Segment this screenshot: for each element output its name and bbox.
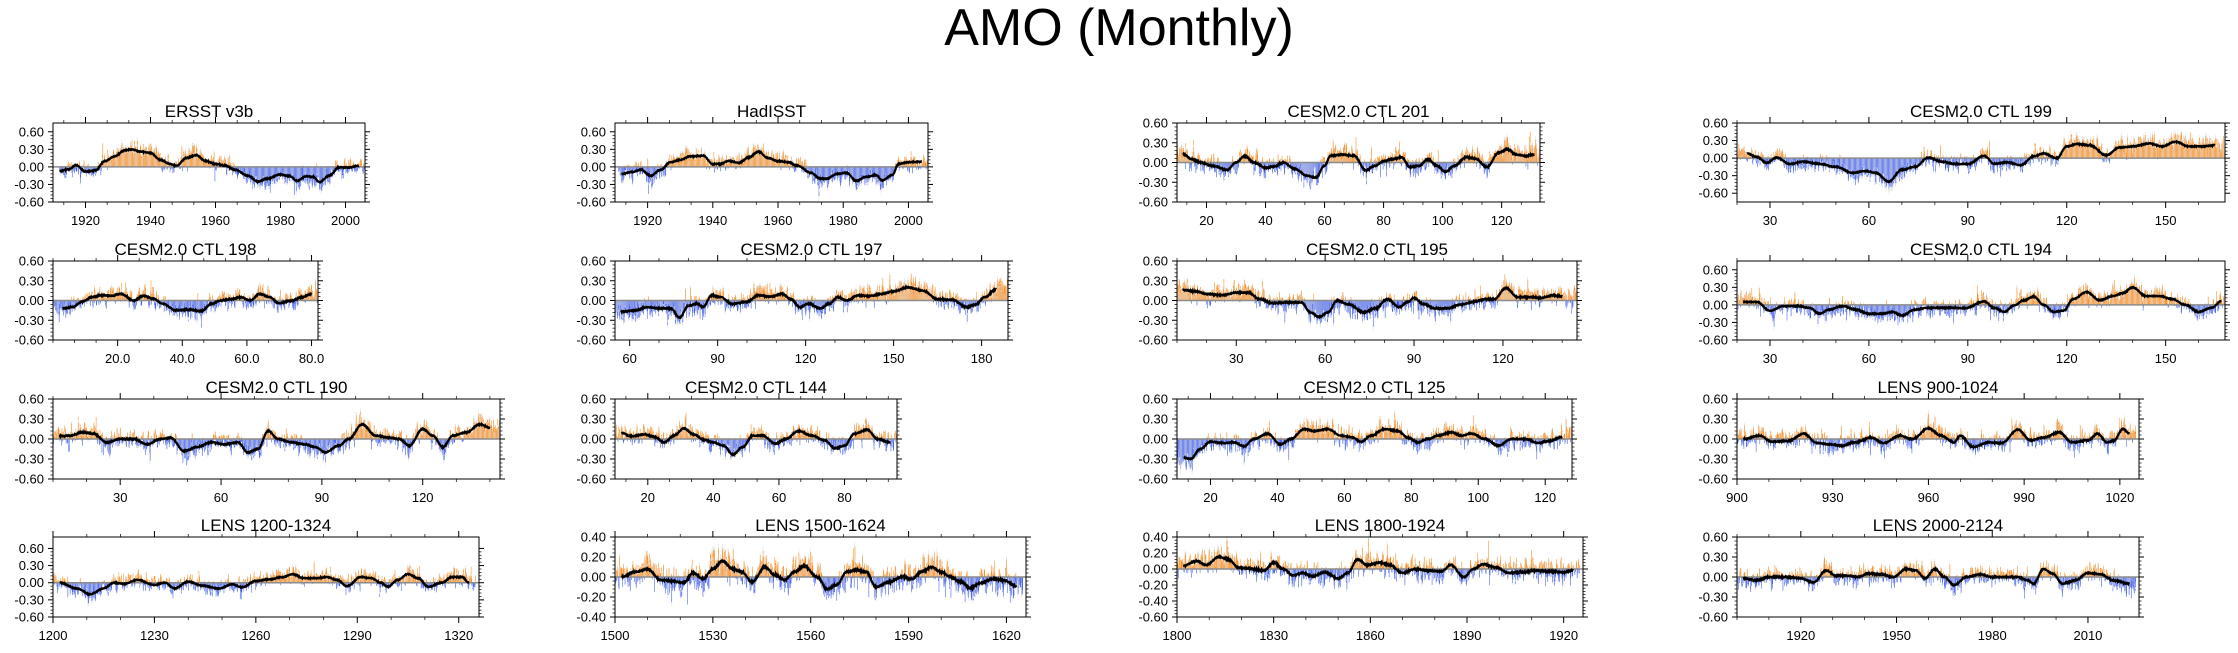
panel-0: -0.60 -0.30 0.00 0.30 0.60 1920 1940 1960 1980 20… [14, 102, 370, 228]
monthly-bar [1371, 148, 1372, 163]
y-tick-label: -0.30 [576, 177, 606, 192]
monthly-bar [348, 160, 349, 167]
monthly-bar [1380, 163, 1381, 178]
monthly-bar [1278, 154, 1279, 162]
x-tick-label: 1920 [633, 213, 662, 228]
monthly-bar [926, 162, 927, 167]
monthly-bar [1387, 163, 1388, 171]
panel-title: ERSST v3b [165, 102, 254, 121]
x-tick-label: 1960 [764, 213, 793, 228]
monthly-bar [1284, 163, 1285, 175]
y-tick-label: 0.30 [581, 142, 606, 157]
monthly-bar [1393, 163, 1394, 170]
monthly-bar [1324, 157, 1325, 162]
monthly-bar [1196, 163, 1197, 170]
monthly-bar [1211, 155, 1212, 163]
monthly-bar [633, 167, 634, 181]
monthly-bar [1262, 157, 1263, 163]
monthly-bar [909, 167, 910, 173]
monthly-bar [361, 159, 362, 167]
panel-2: -0.60-0.300.000.300.6020 40 60 80 100 120CESM… [1138, 102, 1545, 228]
monthly-bar [1189, 163, 1190, 172]
y-tick-label: 0.60 [581, 124, 606, 139]
bars [60, 138, 366, 199]
monthly-bar [143, 144, 144, 167]
panel-1: -0.60 -0.30 0.00 0.30 0.60 1920 1940 1960 1980 20… [576, 102, 933, 228]
monthly-bar [1379, 156, 1380, 162]
y-tick-label: 0.30 [19, 142, 44, 157]
x-tick-label: 1980 [829, 213, 858, 228]
x-tick-label: 1980 [266, 213, 295, 228]
monthly-bar [1287, 156, 1288, 163]
monthly-bar [1208, 157, 1209, 163]
monthly-bar [912, 167, 913, 173]
monthly-bar [661, 167, 662, 177]
y-tick-label: -0.60 [14, 195, 44, 210]
panel-title: HadISST [737, 102, 806, 121]
monthly-bar [1354, 157, 1355, 162]
monthly-bar [1353, 163, 1354, 170]
figure-canvas: -0.60 -0.30 0.00 0.30 0.60 1920 1940 1960 1980 20… [0, 0, 2238, 653]
monthly-bar [1266, 163, 1267, 179]
y-tick-label: 0.60 [19, 124, 44, 139]
monthly-bar [802, 161, 803, 166]
monthly-bar [648, 159, 649, 167]
monthly-bar [1378, 157, 1379, 162]
monthly-bar [162, 167, 163, 172]
bars [618, 143, 928, 201]
y-tick-label: -0.60 [576, 195, 606, 210]
monthly-bar [84, 161, 85, 167]
x-tick-label: 2000 [894, 213, 923, 228]
monthly-bar [1185, 163, 1186, 169]
x-tick-label: 2000 [331, 213, 360, 228]
monthly-bar [641, 161, 642, 167]
x-tick-label: 1960 [201, 213, 230, 228]
monthly-bar [75, 167, 76, 172]
monthly-bar [666, 167, 667, 176]
x-tick-label: 1940 [698, 213, 727, 228]
monthly-bar [363, 167, 364, 173]
y-tick-label: 0.00 [19, 159, 44, 174]
x-tick-label: 1940 [136, 213, 165, 228]
monthly-bar [1192, 163, 1193, 172]
y-tick-label: -0.30 [14, 177, 44, 192]
monthly-bar [1367, 163, 1368, 170]
x-tick-label: 1920 [71, 213, 100, 228]
monthly-bar [345, 158, 346, 167]
monthly-bar [1233, 156, 1234, 162]
y-tick-label: 0.00 [581, 159, 606, 174]
monthly-bar [302, 167, 303, 182]
